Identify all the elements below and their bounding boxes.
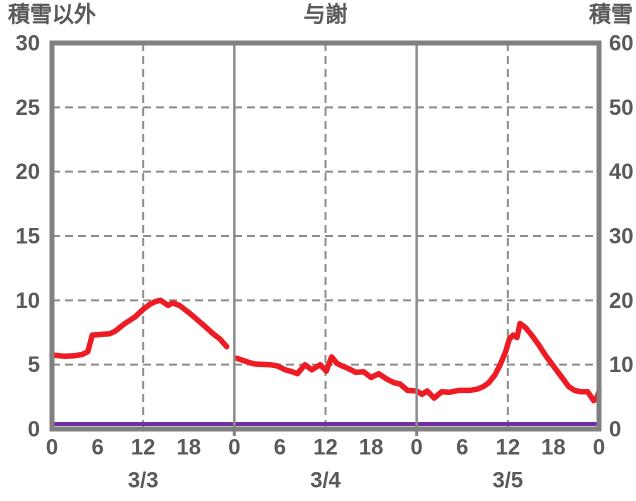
chart-title: 与謝 (303, 2, 348, 27)
y-left-tick-label: 5 (28, 352, 40, 377)
x-hour-label: 0 (593, 435, 605, 460)
y-left-tick-label: 30 (16, 31, 40, 56)
x-hour-label: 0 (411, 435, 423, 460)
y-right-tick-label: 50 (609, 95, 633, 120)
x-hour-label: 12 (131, 435, 155, 460)
x-hour-label: 0 (46, 435, 58, 460)
x-hour-label: 12 (313, 435, 337, 460)
y-right-tick-label: 30 (609, 224, 633, 249)
y-left-tick-label: 15 (16, 224, 40, 249)
y-right-tick-label: 10 (609, 352, 633, 377)
x-hour-label: 12 (496, 435, 520, 460)
y-left-tick-label: 10 (16, 288, 40, 313)
other-than-snow-line (49, 297, 230, 360)
other-than-snow-line (233, 320, 602, 404)
day-label: 3/5 (493, 468, 524, 493)
x-hour-label: 6 (91, 435, 103, 460)
x-hour-label: 18 (541, 435, 565, 460)
x-hour-label: 18 (359, 435, 383, 460)
x-hour-label: 6 (274, 435, 286, 460)
y-right-tick-label: 40 (609, 159, 633, 184)
x-hour-label: 6 (456, 435, 468, 460)
x-hour-label: 0 (228, 435, 240, 460)
y-right-tick-label: 20 (609, 288, 633, 313)
day-label: 3/3 (128, 468, 159, 493)
y-right-tick-label: 60 (609, 31, 633, 56)
plot-border (49, 40, 602, 432)
x-hour-label: 18 (177, 435, 201, 460)
left-axis-title: 積雪以外 (8, 2, 97, 27)
y-left-tick-label: 20 (16, 159, 40, 184)
day-label: 3/4 (310, 468, 341, 493)
y-left-tick-label: 0 (28, 417, 40, 442)
y-right-tick-label: 0 (609, 417, 621, 442)
y-left-tick-label: 25 (16, 95, 40, 120)
right-axis-title: 積雪 (588, 2, 633, 27)
